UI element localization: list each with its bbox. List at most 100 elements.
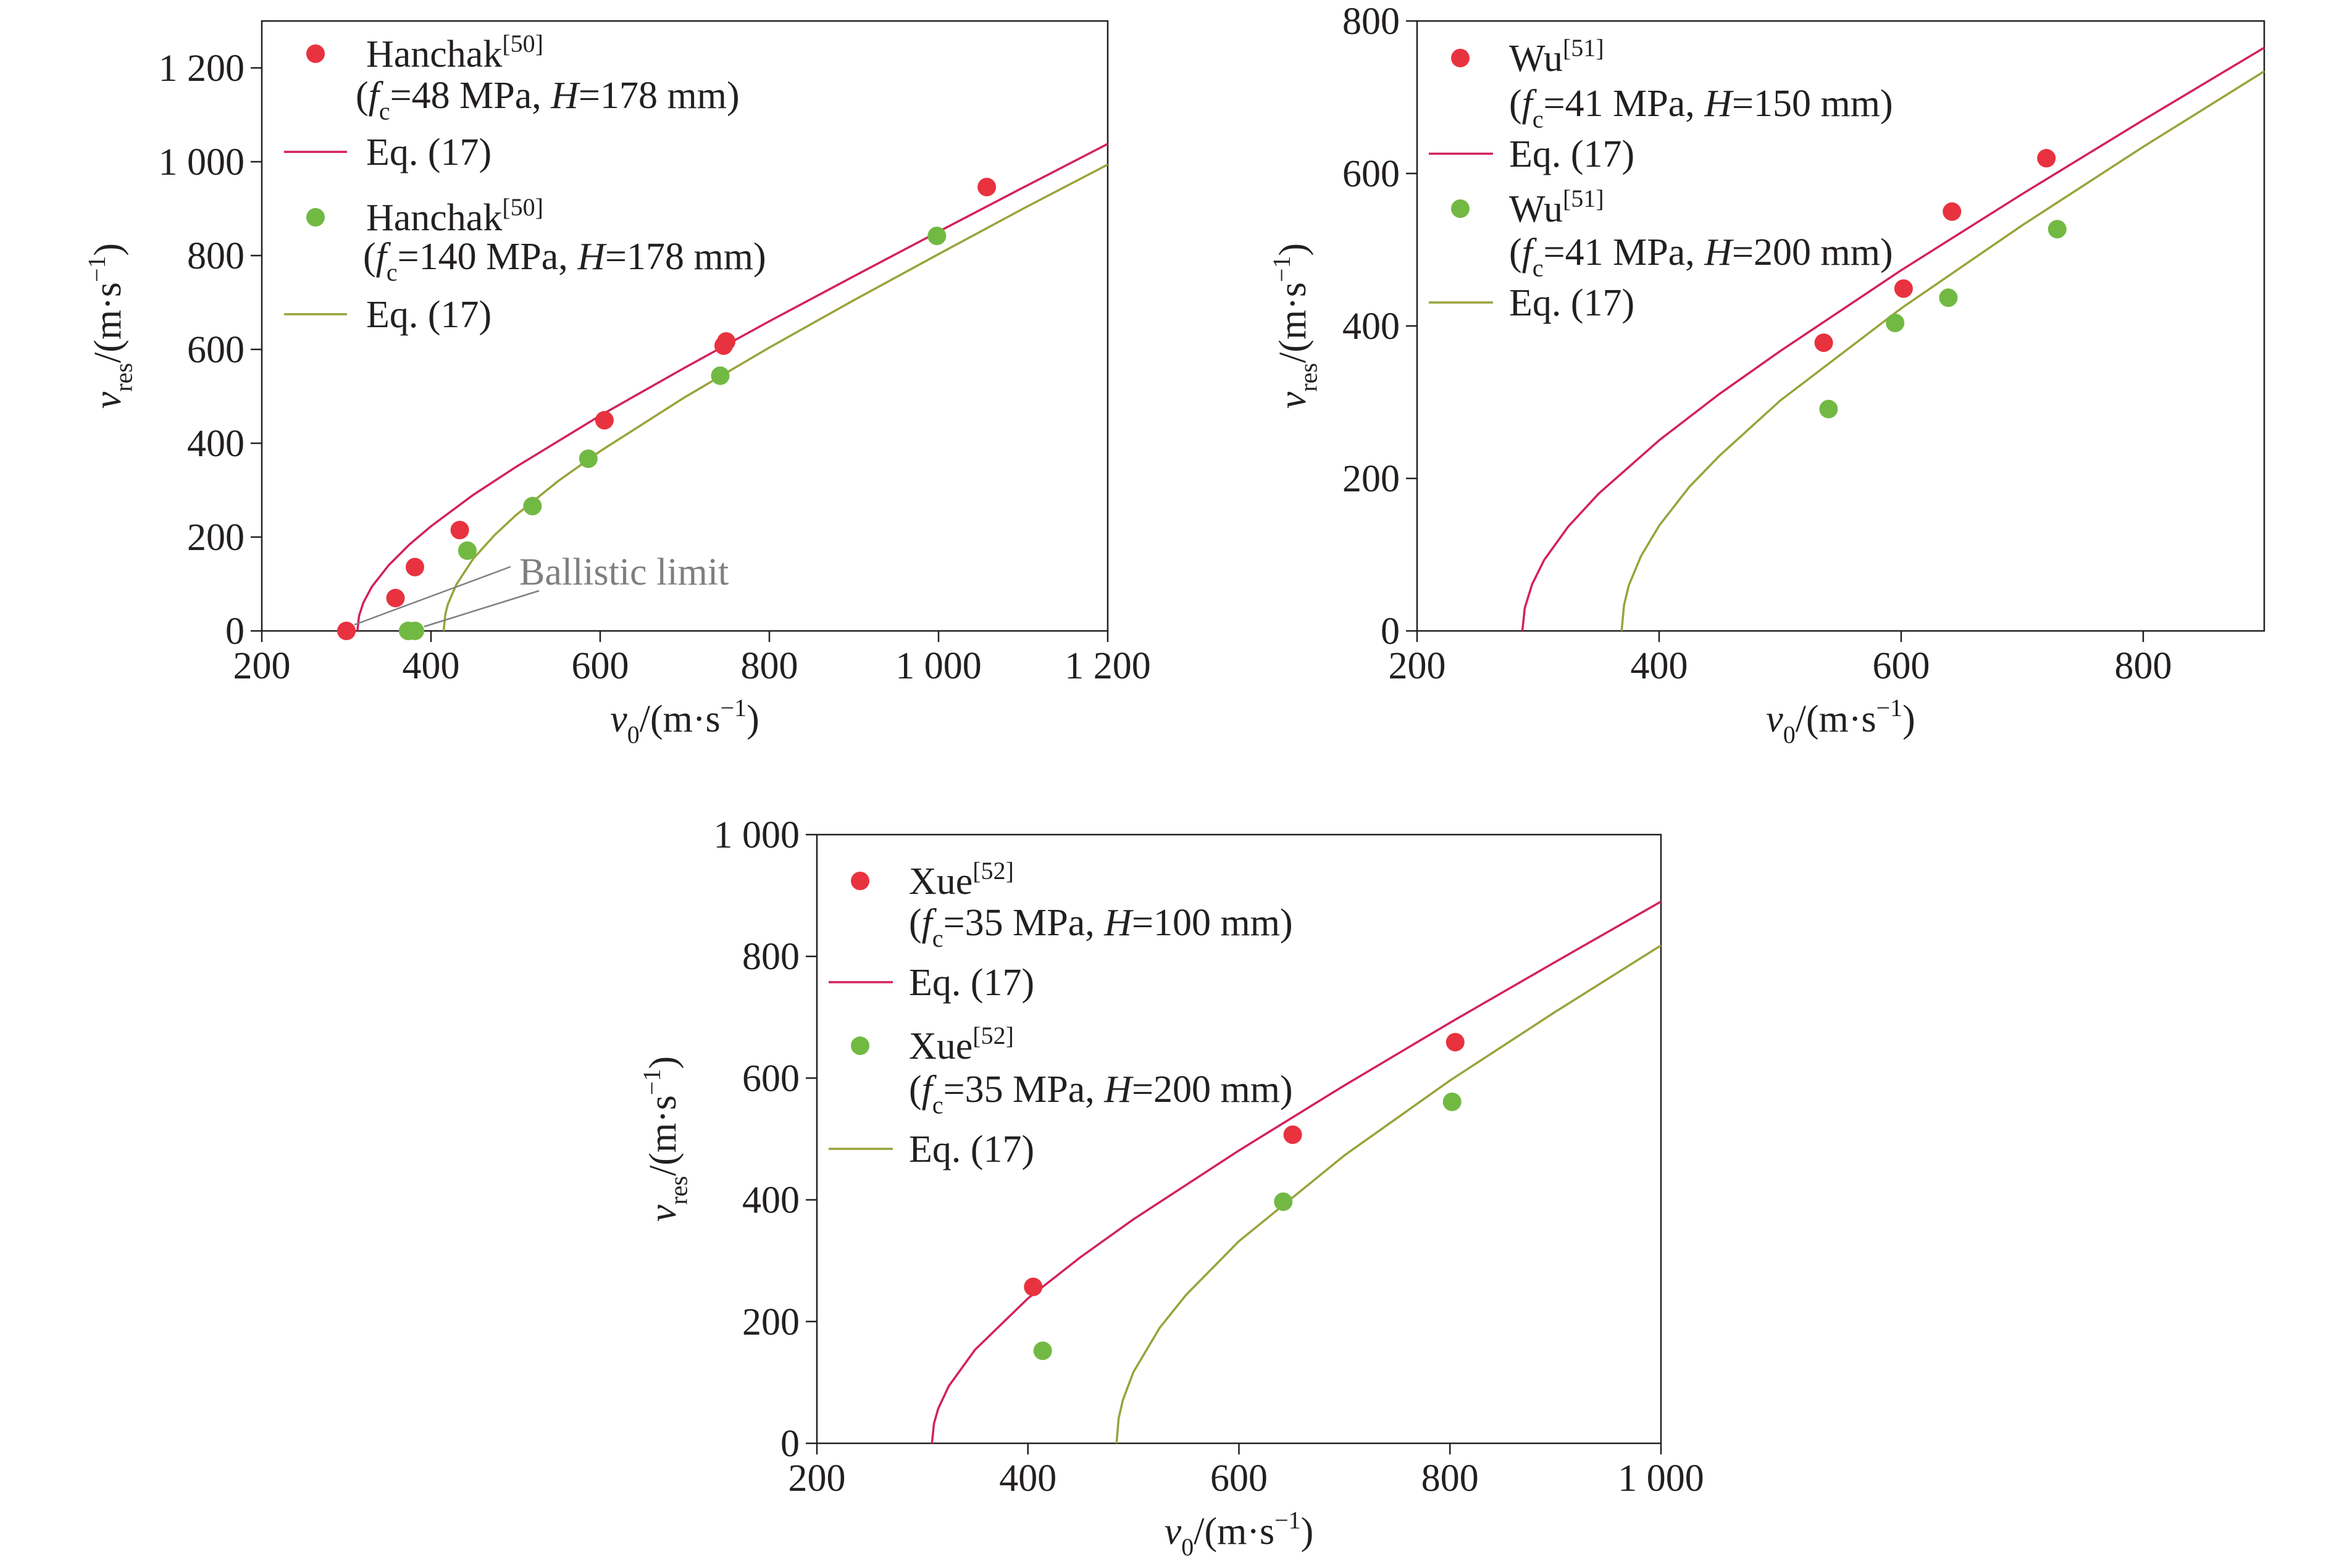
legend-label: Hanchak[50] — [366, 30, 543, 75]
legend-condition-part: H — [1704, 83, 1734, 125]
x-tick-label: 200 — [233, 645, 291, 687]
legend-condition-part: =35 MPa, — [943, 902, 1105, 944]
legend-marker — [851, 1036, 869, 1055]
y-axis-label-part: v — [87, 391, 129, 409]
annotation-leader-line — [424, 590, 540, 628]
y-tick-label: 400 — [742, 1180, 800, 1222]
fit-curve — [1115, 945, 1662, 1444]
legend-condition-part: =200 mm) — [1732, 231, 1893, 273]
legend-condition-part: =200 mm) — [1132, 1069, 1293, 1111]
y-tick-label: 0 — [1381, 611, 1400, 653]
legend-condition: (fc=41 MPa, H=150 mm) — [1509, 83, 1893, 133]
legend-marker — [1451, 49, 1470, 67]
fit-curve — [1620, 70, 2265, 632]
y-axis-label: vres/(m·s−1) — [83, 243, 137, 409]
legend-condition-part: H — [550, 75, 580, 117]
data-point — [1819, 399, 1838, 419]
legend-condition-part: c — [932, 925, 943, 953]
legend-condition: (fc=140 MPa, H=178 mm) — [363, 236, 766, 286]
x-tick-label: 200 — [788, 1457, 846, 1499]
legend-condition-part: H — [1103, 902, 1134, 944]
x-axis-label-part: ) — [1902, 698, 1915, 740]
y-tick-label: 400 — [187, 423, 245, 465]
y-tick-label: 800 — [742, 936, 800, 978]
x-axis-label: v0/(m·s−1) — [610, 694, 759, 748]
legend-condition-part: H — [577, 236, 607, 278]
x-tick-label: 600 — [1210, 1457, 1268, 1499]
x-axis-label: v0/(m·s−1) — [1165, 1506, 1314, 1561]
data-point — [1445, 1033, 1465, 1052]
x-axis-label-part: −1 — [1876, 694, 1903, 722]
y-tick-label: 600 — [742, 1057, 800, 1099]
x-tick-label: 600 — [1873, 645, 1930, 687]
data-point — [579, 449, 598, 469]
data-point — [1939, 288, 1958, 307]
y-axis-label-part: /(m·s — [642, 1095, 684, 1176]
legend-label: Eq. (17) — [366, 294, 491, 336]
fit-curve — [1521, 46, 2265, 632]
x-tick-label: 400 — [999, 1457, 1056, 1499]
legend-condition-part: =140 MPa, — [398, 236, 578, 278]
y-tick-label: 600 — [187, 329, 245, 371]
y-axis-label-part: ) — [1272, 243, 1314, 256]
data-point — [2037, 149, 2056, 168]
legend-label: Eq. (17) — [909, 962, 1034, 1004]
x-axis-label: v0/(m·s−1) — [1766, 694, 1915, 748]
data-point — [1894, 279, 1913, 298]
legend-condition-part: H — [1704, 231, 1734, 273]
legend-condition: (fc=35 MPa, H=100 mm) — [909, 902, 1293, 953]
x-axis-label-part: −1 — [721, 694, 747, 722]
y-tick-label: 1 000 — [714, 814, 800, 856]
data-point — [1024, 1277, 1043, 1296]
data-point — [2047, 220, 2067, 239]
legend-label: Eq. (17) — [366, 131, 491, 173]
legend-series-name: Xue — [909, 1025, 972, 1067]
legend-marker — [1451, 199, 1470, 218]
data-point — [711, 366, 730, 385]
legend-condition-part: =178 mm) — [605, 236, 766, 278]
legend-condition-part: c — [387, 259, 398, 286]
data-point — [1814, 333, 1833, 352]
data-point — [406, 622, 424, 640]
y-axis-label-part: ) — [642, 1056, 684, 1069]
legend-reference: [52] — [972, 857, 1014, 885]
legend-marker — [851, 872, 869, 890]
x-axis-label-part: /(m·s — [1796, 698, 1876, 740]
data-point — [450, 520, 469, 540]
legend-condition-part: =178 mm) — [579, 75, 740, 117]
legend-label: Eq. (17) — [1509, 133, 1634, 175]
legend-series-name: Wu — [1509, 38, 1563, 80]
legend-reference: [51] — [1563, 185, 1604, 212]
legend-marker — [306, 208, 325, 227]
legend-label: Wu[51] — [1509, 185, 1604, 230]
fit-curve — [356, 143, 1108, 632]
data-point — [1943, 202, 1962, 221]
legend-condition-part: ( — [363, 236, 376, 278]
legend-condition: (fc=41 MPa, H=200 mm) — [1509, 231, 1893, 282]
x-tick-label: 800 — [741, 645, 798, 687]
x-axis-label-part: 0 — [1181, 1533, 1194, 1561]
x-tick-label: 400 — [403, 645, 460, 687]
data-point — [1274, 1192, 1293, 1211]
legend-condition-part: =41 MPa, — [1544, 231, 1705, 273]
y-axis-label-part: ) — [87, 243, 129, 256]
x-tick-label: 1 000 — [895, 645, 982, 687]
y-tick-label: 400 — [1342, 306, 1400, 348]
y-axis-label-part: /(m·s — [87, 282, 129, 363]
data-point — [406, 557, 424, 577]
legend-condition: (fc=35 MPa, H=200 mm) — [909, 1069, 1293, 1119]
legend: Wu[51](fc=41 MPa, H=150 mm)Eq. (17)Wu[51… — [1429, 34, 1893, 324]
y-axis-label-part: −1 — [83, 256, 111, 283]
y-axis-label-part: res — [665, 1176, 693, 1205]
x-tick-label: 800 — [1421, 1457, 1479, 1499]
legend-marker — [306, 44, 325, 63]
data-point — [977, 178, 997, 196]
legend-condition-part: =150 mm) — [1732, 83, 1893, 125]
legend-condition-part: ( — [1509, 231, 1522, 273]
legend-series-name: Wu — [1509, 188, 1563, 230]
legend-label: Xue[52] — [909, 1022, 1014, 1067]
legend-label: Eq. (17) — [909, 1128, 1034, 1170]
y-tick-label: 200 — [742, 1301, 800, 1343]
